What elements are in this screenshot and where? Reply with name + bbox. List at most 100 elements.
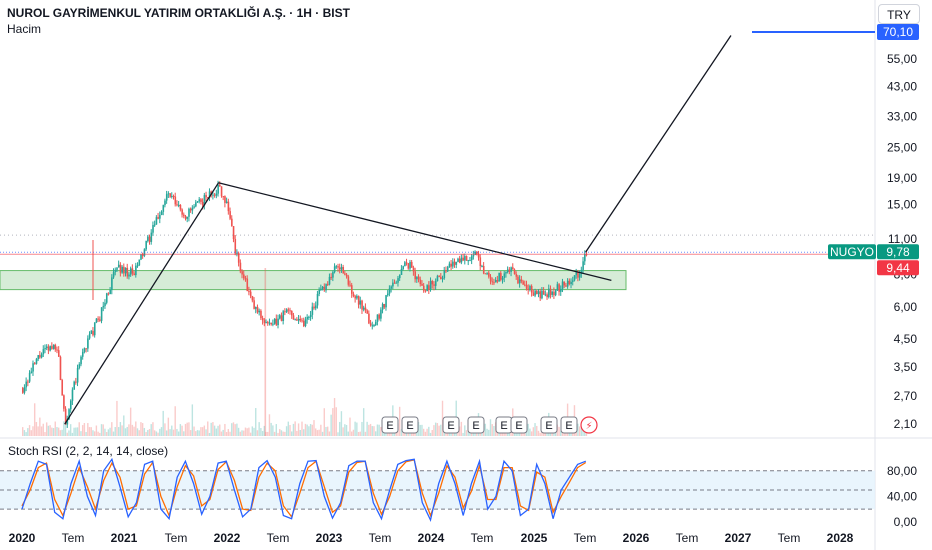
volume-bar [426, 428, 428, 436]
candle-body [138, 259, 141, 266]
candle-body [95, 318, 98, 323]
candle-body [184, 216, 187, 219]
volume-bar [39, 417, 41, 436]
volume-bar [78, 422, 80, 436]
candle-body [241, 271, 243, 275]
candle-body [68, 409, 70, 420]
candle-body [220, 186, 223, 197]
candle-body [73, 381, 76, 390]
candle-body [59, 356, 62, 380]
volume-bar [124, 428, 127, 436]
volume-bar [155, 431, 158, 436]
volume-bar [299, 430, 301, 436]
candle-body [350, 285, 353, 294]
volume-bar [330, 414, 332, 436]
volume-bar [85, 432, 87, 436]
price-badge [877, 244, 919, 260]
volume-bar [465, 430, 468, 436]
volume-bar [316, 430, 319, 436]
volume-bar [282, 431, 284, 436]
volume-bar [112, 431, 115, 436]
candle-body [167, 193, 170, 195]
candle-body [205, 195, 207, 198]
candle-body [227, 201, 230, 212]
volume-bar [52, 428, 55, 436]
candle-body [383, 304, 386, 308]
candle-body [573, 275, 576, 281]
candle-body [174, 196, 177, 205]
earnings-marker[interactable]: E [560, 416, 578, 434]
volume-bar [126, 426, 128, 436]
volume-bar [371, 426, 373, 436]
volume-bar [219, 424, 221, 436]
volume-bar [272, 425, 274, 436]
candle-body [340, 266, 343, 270]
volume-bar [189, 430, 192, 436]
candle-body [248, 291, 250, 293]
candle-body [306, 317, 309, 320]
candle-body [565, 285, 567, 287]
target-price-label: 70,10 [883, 25, 913, 39]
volume-bar [378, 424, 380, 436]
candle-body [51, 346, 53, 349]
candle-body [45, 346, 48, 348]
earnings-marker[interactable]: E [510, 416, 528, 434]
earnings-marker[interactable]: E [381, 416, 399, 434]
volume-bar [45, 422, 48, 436]
candle-body [255, 306, 257, 309]
candle-body [52, 344, 55, 349]
earnings-marker[interactable]: E [467, 416, 485, 434]
candle-body [117, 264, 120, 268]
candle-body [376, 314, 379, 323]
candle-body [289, 310, 291, 312]
volume-bar [301, 421, 303, 436]
y-tick-label: 55,00 [887, 52, 917, 66]
volume-bar [410, 431, 413, 436]
candle-body [268, 322, 271, 324]
volume-bar [342, 427, 344, 436]
candle-body [109, 290, 111, 294]
volume-bar [464, 425, 466, 436]
volume-bar [69, 424, 72, 436]
candle-body [291, 310, 293, 316]
volume-bar [157, 432, 159, 436]
candle-body [47, 346, 50, 351]
earnings-marker[interactable]: E [540, 416, 558, 434]
candle-body [107, 293, 110, 295]
earnings-marker[interactable]: E [401, 416, 419, 434]
candle-body [169, 193, 171, 197]
candle-body [81, 351, 84, 357]
volume-bar [364, 431, 367, 436]
candle-body [366, 310, 369, 314]
candle-body [159, 214, 161, 219]
volume-bar [153, 430, 156, 436]
volume-bar [236, 423, 238, 436]
candle-body [296, 319, 298, 321]
currency-button[interactable]: TRY [878, 4, 920, 24]
volume-bar [273, 431, 276, 436]
candle-body [560, 289, 562, 292]
candle-body [537, 291, 540, 295]
volume-bar [64, 424, 67, 436]
volume-bar [47, 425, 50, 436]
volume-bar [350, 431, 353, 436]
candle-body [525, 285, 528, 289]
candle-body [49, 346, 52, 351]
candle-body [566, 280, 569, 287]
candle-body [275, 318, 278, 326]
candle-body [313, 306, 315, 309]
candle-body [61, 379, 64, 396]
volume-bar [578, 426, 581, 436]
candle-body [28, 372, 31, 382]
earnings-marker[interactable]: E [495, 416, 513, 434]
earnings-marker[interactable]: E [442, 416, 460, 434]
candle-body [584, 254, 586, 262]
x-tick-label: 2028 [827, 531, 854, 545]
volume-bar [255, 408, 257, 436]
volume-label: Hacim [7, 22, 42, 36]
candle-body [556, 284, 559, 291]
candle-body [428, 285, 430, 290]
volume-bar [374, 431, 377, 436]
volume-bar [280, 430, 283, 436]
